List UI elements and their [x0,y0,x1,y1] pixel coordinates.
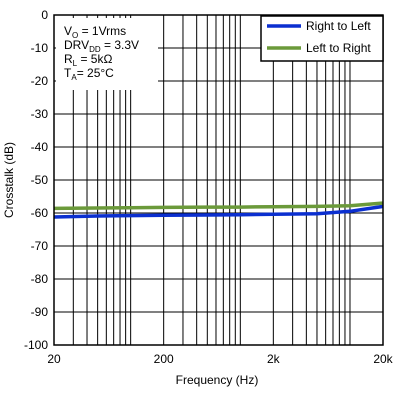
series-line-1 [53,204,384,219]
condition-line: RL = 5kΩ [64,52,112,68]
plot-frame [53,14,384,346]
x-tick-label: 20k [373,352,393,366]
y-tick-label: -60 [31,206,49,220]
y-tick-label: -80 [31,272,49,286]
conditions-box-bg [56,18,158,90]
condition-line: DRVDD = 3.3V [64,38,139,54]
y-tick-label: -40 [31,140,49,154]
y-tick-label: -20 [31,74,49,88]
y-tick-label: -90 [31,305,49,319]
x-tick-label: 20 [47,352,61,366]
condition-line: TA= 25°C [64,66,114,82]
y-tick-label: -50 [31,173,49,187]
condition-line: VO = 1Vrms [64,24,126,40]
x-tick-label: 200 [154,352,174,366]
series-line-2 [53,201,384,211]
chart-series [53,201,384,219]
y-tick-label: -30 [31,107,49,121]
y-tick-label: -70 [31,239,49,253]
legend: Right to Left Left to Right [260,15,384,62]
x-axis-title: Frequency (Hz) [176,373,259,387]
legend-label: Left to Right [306,41,371,55]
y-tick-label: -10 [31,41,49,55]
legend-box [260,15,384,62]
x-tick-labels: 20 200 2k 20k [47,352,393,366]
y-tick-label: 0 [41,8,48,22]
legend-label: Right to Left [306,19,371,33]
x-tick-label: 2k [267,352,281,366]
y-tick-labels: 0 -10 -20 -30 -40 -50 -60 -70 -80 -90 -100 [24,8,48,352]
y-axis-title: Crosstalk (dB) [2,142,16,218]
y-tick-label: -100 [24,338,48,352]
